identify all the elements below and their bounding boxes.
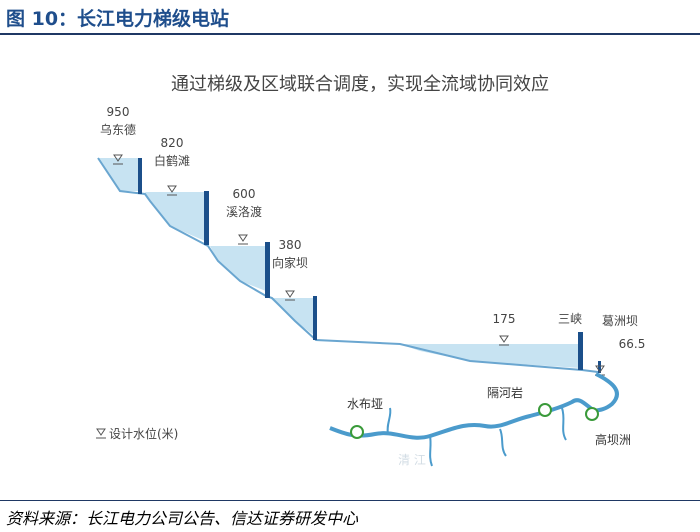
level-markers bbox=[113, 154, 605, 376]
station-name: 溪洛渡 bbox=[226, 204, 262, 219]
water-level-icon bbox=[285, 290, 295, 301]
tributary bbox=[386, 407, 392, 435]
tributary bbox=[429, 435, 433, 467]
station-name: 向家坝 bbox=[272, 255, 308, 270]
station-marker bbox=[350, 425, 364, 439]
dam-wudongde bbox=[138, 158, 142, 194]
water-level-icon bbox=[96, 428, 106, 439]
station-level: 820 bbox=[161, 136, 184, 150]
reservoir-xiluodu bbox=[210, 246, 266, 291]
station-name: 葛洲坝 bbox=[602, 314, 638, 328]
dams bbox=[138, 158, 601, 373]
qingjiang-river bbox=[329, 398, 598, 440]
figure-title: 图 10：长江电力梯级电站 bbox=[6, 8, 230, 30]
station-level: 175 bbox=[493, 312, 516, 326]
legend: 设计水位(米) bbox=[96, 426, 178, 441]
riverbed-profile bbox=[97, 157, 599, 373]
dam-xiluodu bbox=[265, 242, 270, 298]
water-level-icon bbox=[238, 234, 248, 245]
tributary bbox=[499, 428, 507, 457]
reservoir-wudongde bbox=[98, 158, 138, 191]
station-level: 600 bbox=[233, 187, 256, 201]
reservoir-sanxia bbox=[400, 344, 580, 368]
water-level-icon bbox=[113, 154, 123, 165]
water-level-icon bbox=[167, 185, 177, 196]
footer-rule bbox=[0, 500, 700, 501]
cascade-diagram: 通过梯级及区域联合调度，实现全流域协同效应 950 乌东德 820 白鹤滩 60… bbox=[96, 74, 645, 467]
station-level: 66.5 bbox=[619, 337, 646, 351]
station-level: 380 bbox=[279, 238, 302, 252]
water-level-icon bbox=[499, 335, 509, 346]
station-name: 乌东德 bbox=[100, 122, 136, 137]
station-marker bbox=[585, 407, 599, 421]
dam-sanxia bbox=[578, 332, 583, 370]
dam-baihetan bbox=[204, 191, 209, 245]
dam-gezhouba bbox=[598, 361, 601, 373]
station-level: 950 bbox=[107, 105, 130, 119]
map-label: 隔河岩 bbox=[487, 385, 523, 400]
legend-label: 设计水位(米) bbox=[109, 426, 178, 441]
station-labels: 950 乌东德 820 白鹤滩 600 溪洛渡 380 向家坝 175 三峡 6… bbox=[100, 105, 645, 351]
map-label: 高坝洲 bbox=[595, 432, 631, 447]
figure-header: 图 10：长江电力梯级电站 bbox=[0, 0, 700, 35]
dam-xiangjiaba bbox=[313, 296, 317, 340]
river-label: 清 江 bbox=[398, 453, 426, 467]
station-marker bbox=[538, 403, 552, 417]
map-label: 水布垭 bbox=[347, 397, 383, 411]
station-name: 白鹤滩 bbox=[154, 153, 190, 168]
diagram-subtitle: 通过梯级及区域联合调度，实现全流域协同效应 bbox=[171, 74, 549, 95]
reservoir-baihetan bbox=[145, 192, 205, 241]
station-name: 三峡 bbox=[558, 312, 582, 326]
qingjiang-map: 水布垭 隔河岩 高坝洲 清 江 bbox=[329, 372, 631, 467]
header-rule bbox=[0, 33, 700, 35]
tributary bbox=[561, 407, 567, 441]
figure-source: 资料来源：长江电力公司公告、信达证券研发中心 bbox=[6, 509, 359, 528]
